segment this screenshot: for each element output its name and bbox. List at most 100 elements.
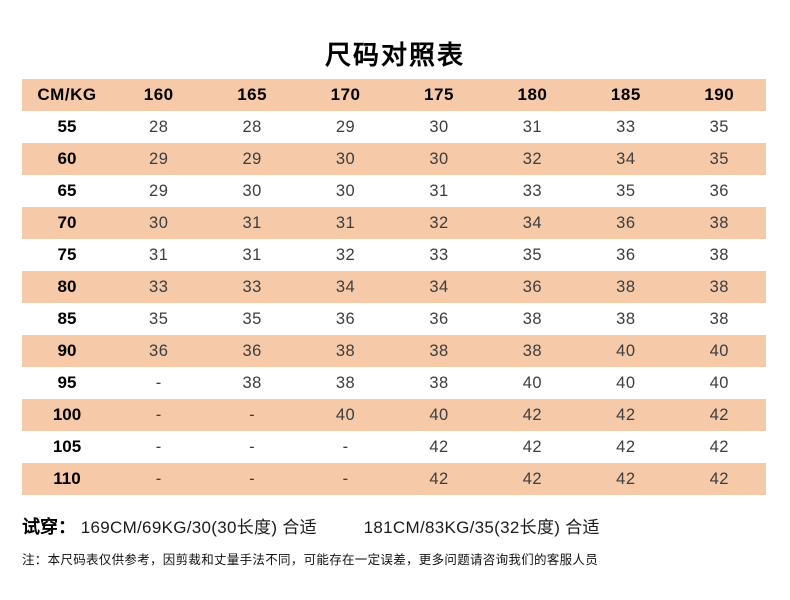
size-cell: 35 bbox=[709, 150, 729, 168]
disclaimer-note: 注：本尺码表仅供参考，因剪裁和丈量手法不同，可能存在一定误差，更多问题请咨询我们… bbox=[22, 553, 599, 567]
size-cell: 33 bbox=[429, 246, 449, 264]
table-row: 100 - - 40 40 42 42 42 bbox=[22, 399, 766, 431]
size-cell: 28 bbox=[149, 118, 169, 136]
size-cell: 33 bbox=[522, 182, 543, 200]
size-cell: 38 bbox=[616, 278, 636, 296]
size-cell: 31 bbox=[429, 182, 449, 200]
size-cell: 38 bbox=[335, 342, 356, 360]
table-row: 85 35 35 36 36 38 38 38 bbox=[22, 303, 766, 335]
size-cell: 36 bbox=[242, 342, 262, 360]
table-row: 110 - - - 42 42 42 42 bbox=[22, 463, 766, 495]
header-cell-height: 160 bbox=[143, 85, 174, 104]
size-cell: 35 bbox=[522, 246, 543, 264]
size-cell: 28 bbox=[242, 118, 262, 136]
size-cell: 35 bbox=[242, 310, 262, 328]
row-label-weight: 75 bbox=[57, 245, 77, 264]
size-cell: 42 bbox=[709, 406, 729, 424]
size-cell: 42 bbox=[429, 470, 449, 488]
size-cell: 36 bbox=[709, 182, 729, 200]
row-label-weight: 70 bbox=[57, 213, 77, 232]
size-cell: 34 bbox=[429, 278, 449, 296]
header-cell-height: 180 bbox=[517, 85, 548, 104]
size-cell: 32 bbox=[522, 150, 543, 168]
size-cell: 30 bbox=[335, 150, 356, 168]
size-cell: - bbox=[155, 374, 162, 392]
size-cell: 42 bbox=[709, 470, 729, 488]
size-cell: 29 bbox=[242, 150, 262, 168]
size-cell: 40 bbox=[616, 342, 636, 360]
size-cell: 35 bbox=[616, 182, 636, 200]
table-row: 80 33 33 34 34 36 38 38 bbox=[22, 271, 766, 303]
size-cell: 31 bbox=[242, 214, 262, 232]
size-cell: 40 bbox=[429, 406, 449, 424]
size-cell: 38 bbox=[709, 278, 729, 296]
size-cell: 31 bbox=[335, 214, 356, 232]
size-cell: 33 bbox=[242, 278, 262, 296]
size-cell: 30 bbox=[149, 214, 169, 232]
size-cell: 40 bbox=[522, 374, 543, 392]
header-cell-height: 190 bbox=[704, 85, 735, 104]
size-cell: 31 bbox=[149, 246, 169, 264]
size-cell: 42 bbox=[522, 406, 543, 424]
size-cell: - bbox=[155, 470, 162, 488]
size-cell: 38 bbox=[709, 214, 729, 232]
size-table: CM/KG 160 165 170 175 180 185 190 55 28 28 29 30 31 3… bbox=[22, 79, 766, 495]
page-title: 尺码对照表 bbox=[324, 40, 465, 70]
row-label-weight: 65 bbox=[57, 181, 77, 200]
size-cell: 40 bbox=[616, 374, 636, 392]
row-label-weight: 90 bbox=[57, 341, 77, 360]
size-cell: 36 bbox=[616, 214, 636, 232]
size-cell: 34 bbox=[335, 278, 356, 296]
size-cell: 36 bbox=[522, 278, 543, 296]
size-cell: 31 bbox=[522, 118, 543, 136]
table-row: 60 29 29 30 30 32 34 35 bbox=[22, 143, 766, 175]
fit-note-item: 181CM/83KG/35(32长度) 合适 bbox=[363, 518, 600, 537]
size-cell: 30 bbox=[429, 118, 449, 136]
table-row: 90 36 36 38 38 38 40 40 bbox=[22, 335, 766, 367]
size-cell: 38 bbox=[522, 310, 543, 328]
table-row: 65 29 30 30 31 33 35 36 bbox=[22, 175, 766, 207]
header-cell-cmkg: CM/KG bbox=[37, 85, 97, 104]
size-cell: 29 bbox=[335, 118, 356, 136]
size-cell: 42 bbox=[429, 438, 449, 456]
table-body: 55 28 28 29 30 31 33 35 60 29 29 30 30 32 34 35 65 29 30 30… bbox=[22, 111, 766, 495]
size-cell: - bbox=[342, 438, 349, 456]
size-cell: 36 bbox=[616, 246, 636, 264]
size-cell: 40 bbox=[335, 406, 356, 424]
size-cell: 32 bbox=[335, 246, 356, 264]
size-cell: 35 bbox=[149, 310, 169, 328]
table-row: 75 31 31 32 33 35 36 38 bbox=[22, 239, 766, 271]
table-row: 95 - 38 38 38 40 40 40 bbox=[22, 367, 766, 399]
header-cell-height: 170 bbox=[330, 85, 361, 104]
row-label-weight: 110 bbox=[53, 469, 81, 488]
size-cell: - bbox=[155, 438, 162, 456]
size-cell: 40 bbox=[709, 374, 729, 392]
size-cell: 33 bbox=[616, 118, 636, 136]
size-cell: 42 bbox=[616, 470, 636, 488]
row-label-weight: 55 bbox=[57, 117, 77, 136]
size-cell: 34 bbox=[616, 150, 636, 168]
size-cell: 38 bbox=[522, 342, 543, 360]
row-label-weight: 80 bbox=[57, 277, 77, 296]
size-cell: 35 bbox=[709, 118, 729, 136]
size-cell: 36 bbox=[335, 310, 356, 328]
table-header-row: CM/KG 160 165 170 175 180 185 190 bbox=[22, 79, 766, 111]
row-label-weight: 105 bbox=[52, 437, 82, 456]
row-label-weight: 95 bbox=[57, 373, 77, 392]
row-label-weight: 85 bbox=[57, 309, 77, 328]
header-cell-height: 175 bbox=[424, 85, 454, 104]
header-cell-height: 165 bbox=[237, 85, 268, 104]
size-cell: 42 bbox=[709, 438, 729, 456]
table-row: 55 28 28 29 30 31 33 35 bbox=[22, 111, 766, 143]
size-cell: 34 bbox=[522, 214, 543, 232]
size-cell: 36 bbox=[429, 310, 449, 328]
fit-note-label: 试穿： bbox=[22, 517, 76, 537]
size-cell: 38 bbox=[242, 374, 262, 392]
size-cell: - bbox=[155, 406, 162, 424]
size-cell: 38 bbox=[616, 310, 636, 328]
size-cell: 30 bbox=[429, 150, 449, 168]
table-row: 105 - - - 42 42 42 42 bbox=[22, 431, 766, 463]
table-row: 70 30 31 31 32 34 36 38 bbox=[22, 207, 766, 239]
size-cell: 38 bbox=[709, 310, 729, 328]
size-cell: 42 bbox=[616, 406, 636, 424]
